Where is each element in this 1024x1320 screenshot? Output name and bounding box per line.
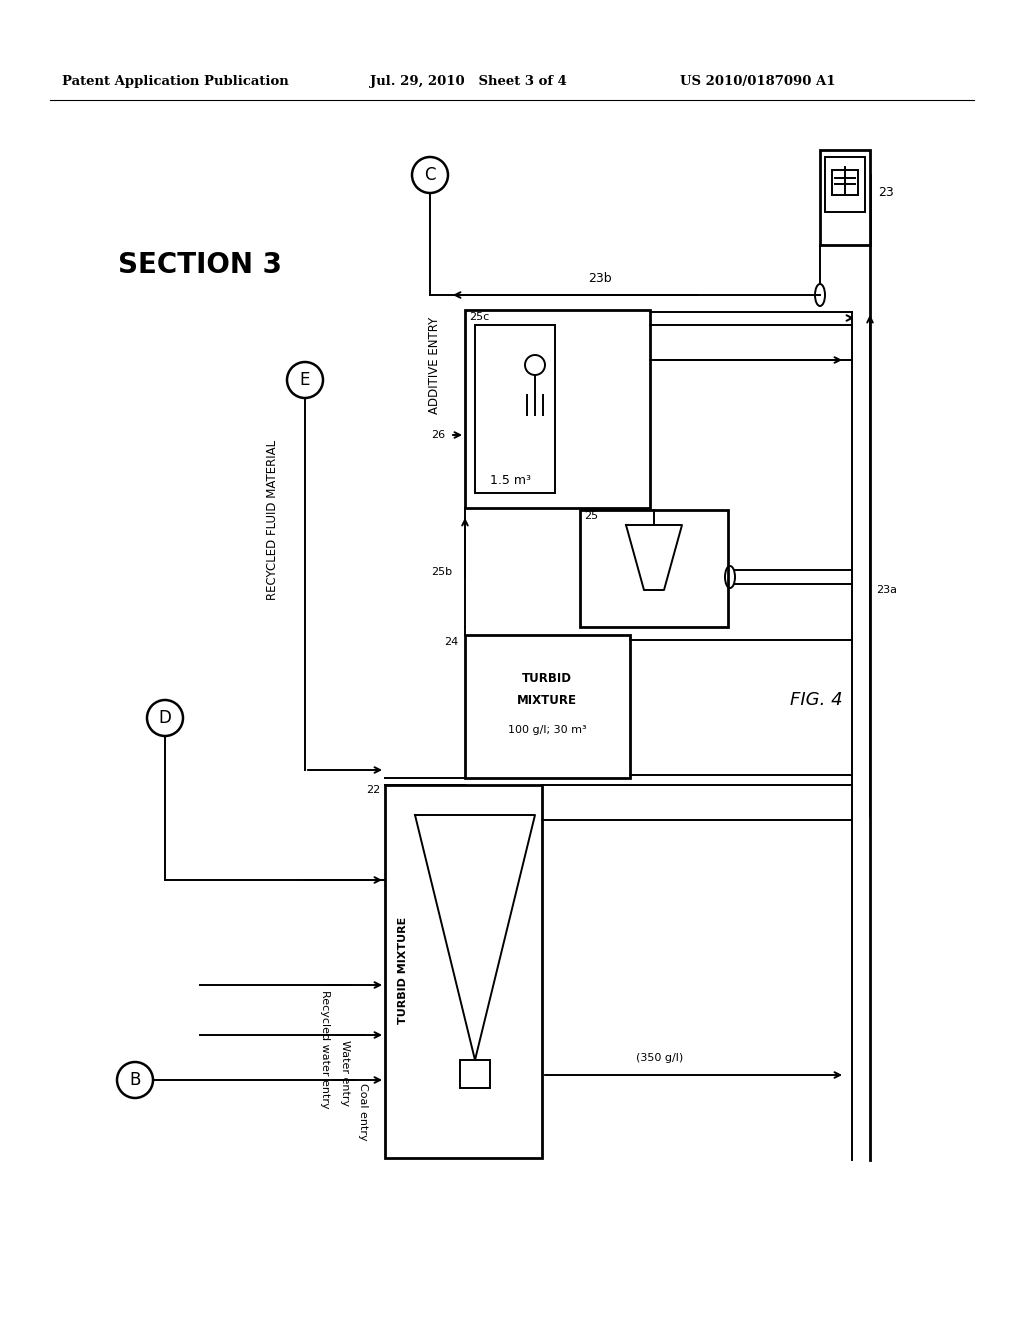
Text: TURBID MIXTURE: TURBID MIXTURE (398, 916, 408, 1023)
Text: SECTION 3: SECTION 3 (118, 251, 282, 279)
Text: D: D (159, 709, 171, 727)
Text: US 2010/0187090 A1: US 2010/0187090 A1 (680, 75, 836, 88)
Polygon shape (415, 814, 535, 1060)
FancyBboxPatch shape (465, 310, 650, 508)
Text: 25: 25 (584, 511, 598, 521)
FancyBboxPatch shape (825, 157, 865, 213)
Polygon shape (626, 525, 682, 590)
Text: 25c: 25c (469, 312, 489, 322)
Text: RECYCLED FLUID MATERIAL: RECYCLED FLUID MATERIAL (265, 440, 279, 601)
FancyBboxPatch shape (820, 150, 870, 246)
Text: Patent Application Publication: Patent Application Publication (62, 75, 289, 88)
Text: ADDITIVE ENTRY: ADDITIVE ENTRY (428, 317, 441, 413)
Text: 23b: 23b (588, 272, 611, 285)
Text: 1.5 m³: 1.5 m³ (489, 474, 530, 487)
Text: Jul. 29, 2010   Sheet 3 of 4: Jul. 29, 2010 Sheet 3 of 4 (370, 75, 567, 88)
Text: 23a: 23a (876, 585, 897, 595)
Text: 25b: 25b (431, 568, 452, 577)
Text: B: B (129, 1071, 140, 1089)
FancyBboxPatch shape (385, 785, 542, 1158)
Text: 26: 26 (431, 430, 445, 440)
Text: Water entry: Water entry (340, 1040, 350, 1106)
Text: (350 g/l): (350 g/l) (636, 1053, 684, 1063)
FancyBboxPatch shape (580, 510, 728, 627)
Text: TURBID: TURBID (522, 672, 572, 685)
Text: C: C (424, 166, 436, 183)
Text: 24: 24 (443, 638, 458, 647)
Text: E: E (300, 371, 310, 389)
Text: Coal entry: Coal entry (358, 1082, 368, 1140)
FancyBboxPatch shape (475, 325, 555, 492)
Text: FIG. 4: FIG. 4 (790, 690, 843, 709)
Text: 100 g/l; 30 m³: 100 g/l; 30 m³ (508, 725, 587, 735)
Text: 23: 23 (878, 186, 894, 199)
FancyBboxPatch shape (831, 170, 858, 195)
Text: MIXTURE: MIXTURE (517, 693, 577, 706)
Text: Recycled water entry: Recycled water entry (319, 990, 330, 1109)
FancyBboxPatch shape (460, 1060, 490, 1088)
Text: 22: 22 (366, 785, 380, 795)
FancyBboxPatch shape (465, 635, 630, 777)
